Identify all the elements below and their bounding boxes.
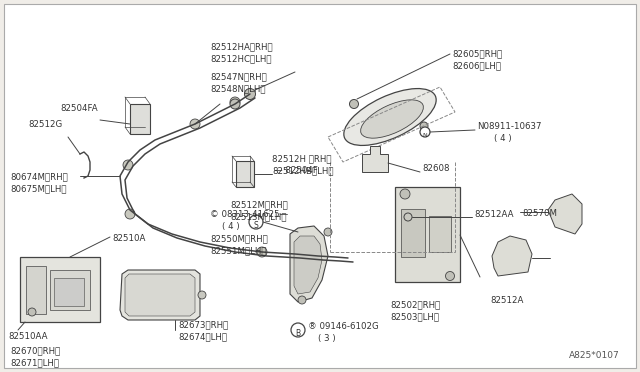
- Text: 82512AA: 82512AA: [474, 209, 513, 218]
- Circle shape: [298, 296, 306, 304]
- Circle shape: [291, 323, 305, 337]
- Text: 82512H 〈RH〉: 82512H 〈RH〉: [272, 154, 332, 163]
- Text: 82512HC〈LH〉: 82512HC〈LH〉: [210, 54, 271, 63]
- Bar: [395, 187, 460, 282]
- Ellipse shape: [344, 89, 436, 145]
- Bar: [50, 270, 90, 310]
- Circle shape: [244, 89, 255, 99]
- Text: 82570M: 82570M: [522, 209, 557, 218]
- Text: 82673〈RH〉: 82673〈RH〉: [178, 320, 228, 329]
- Text: — 82504F: — 82504F: [274, 166, 318, 174]
- Text: 82551M〈LH〉: 82551M〈LH〉: [210, 246, 266, 255]
- Text: ( 3 ): ( 3 ): [318, 334, 335, 343]
- Text: 82502〈RH〉: 82502〈RH〉: [390, 300, 440, 309]
- Polygon shape: [290, 226, 328, 302]
- Text: 82504FA: 82504FA: [60, 104, 98, 113]
- Polygon shape: [294, 236, 322, 294]
- Bar: [236, 161, 254, 187]
- Text: 82674〈LH〉: 82674〈LH〉: [178, 332, 227, 341]
- Text: 82606〈LH〉: 82606〈LH〉: [452, 61, 501, 70]
- Circle shape: [420, 127, 430, 137]
- Text: S: S: [253, 221, 259, 230]
- Circle shape: [198, 291, 206, 299]
- Bar: [130, 104, 150, 134]
- Text: 82512HB〈LH〉: 82512HB〈LH〉: [272, 166, 333, 175]
- Circle shape: [420, 122, 428, 130]
- Bar: [20, 257, 100, 322]
- Text: 80674M〈RH〉: 80674M〈RH〉: [10, 172, 68, 181]
- Polygon shape: [120, 270, 200, 320]
- Text: N: N: [422, 132, 428, 138]
- Circle shape: [123, 160, 133, 170]
- Circle shape: [125, 209, 135, 219]
- Polygon shape: [492, 236, 532, 276]
- Circle shape: [249, 215, 263, 229]
- Text: 82605〈RH〉: 82605〈RH〉: [452, 49, 502, 58]
- Circle shape: [257, 247, 267, 257]
- Text: 82512HA〈RH〉: 82512HA〈RH〉: [210, 42, 273, 51]
- Bar: [26, 266, 46, 314]
- Text: ® 09146-6102G: ® 09146-6102G: [308, 322, 379, 331]
- Text: 82503〈LH〉: 82503〈LH〉: [390, 312, 439, 321]
- Text: 82671〈LH〉: 82671〈LH〉: [10, 358, 59, 367]
- Polygon shape: [362, 146, 388, 172]
- Text: 82608: 82608: [422, 164, 449, 173]
- Text: 82510AA: 82510AA: [8, 332, 47, 341]
- Text: 82512G: 82512G: [28, 120, 62, 129]
- Bar: [54, 278, 84, 306]
- Text: A825*0107: A825*0107: [569, 351, 620, 360]
- Text: B: B: [296, 328, 301, 337]
- Text: 82550M〈RH〉: 82550M〈RH〉: [210, 234, 268, 243]
- Ellipse shape: [360, 100, 424, 138]
- Text: 82512M〈RH〉: 82512M〈RH〉: [230, 200, 288, 209]
- Circle shape: [404, 213, 412, 221]
- Polygon shape: [125, 274, 195, 316]
- Text: 82548N〈LH〉: 82548N〈LH〉: [210, 84, 266, 93]
- Polygon shape: [548, 194, 582, 234]
- Text: 80675M〈LH〉: 80675M〈LH〉: [10, 184, 67, 193]
- Text: ( 4 ): ( 4 ): [222, 222, 239, 231]
- Circle shape: [190, 119, 200, 129]
- Text: 82670〈RH〉: 82670〈RH〉: [10, 346, 60, 355]
- Bar: [429, 216, 451, 252]
- Text: N08911-10637: N08911-10637: [477, 122, 541, 131]
- Circle shape: [230, 99, 240, 109]
- Text: 82512A: 82512A: [490, 296, 524, 305]
- Text: 82547N〈RH〉: 82547N〈RH〉: [210, 72, 267, 81]
- Text: ( 4 ): ( 4 ): [494, 134, 511, 142]
- Circle shape: [445, 272, 454, 280]
- Circle shape: [349, 99, 358, 109]
- Text: 82510A: 82510A: [112, 234, 145, 243]
- Text: © 08313-41625—: © 08313-41625—: [210, 210, 288, 219]
- Circle shape: [230, 97, 240, 107]
- Circle shape: [324, 228, 332, 236]
- Circle shape: [400, 189, 410, 199]
- Bar: [401, 209, 425, 257]
- Text: 82513M〈LH〉: 82513M〈LH〉: [230, 212, 287, 221]
- Circle shape: [28, 308, 36, 316]
